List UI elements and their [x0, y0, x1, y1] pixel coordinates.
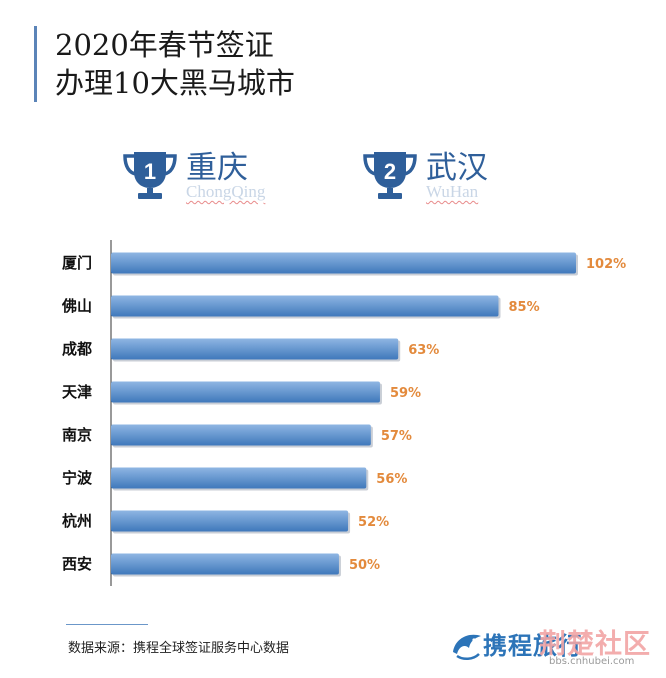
data-source: 数据来源：携程全球签证服务中心数据: [68, 641, 290, 656]
source-divider: [66, 624, 148, 625]
value-label: 57%: [381, 429, 412, 444]
bar: [111, 467, 367, 489]
title-block: 2020年春节签证 办理10大黑马城市: [34, 26, 295, 102]
bar: [111, 510, 349, 532]
trophy-rank: 2: [384, 159, 396, 184]
watermark-url: bbs.cnhubei.com: [549, 656, 635, 667]
bar-chart: 厦门 102% 佛山 85% 成都 63% 天津 59% 南京 57% 宁波 56% 杭州 52% 西安 50…: [61, 240, 626, 586]
trophy-icon: 1: [123, 152, 177, 199]
category-label: 天津: [62, 383, 92, 401]
title-line-1: 2020年春节签证: [55, 28, 274, 62]
value-label: 56%: [376, 472, 407, 487]
category-label: 厦门: [62, 254, 92, 272]
brand-name: 携程旅行: [483, 632, 583, 660]
value-label: 52%: [358, 515, 389, 530]
value-label: 50%: [349, 558, 380, 573]
bar: [111, 338, 399, 360]
top-city-pinyin: WuHan: [426, 182, 479, 201]
top-city-name: 武汉: [426, 150, 488, 186]
top-city-name: 重庆: [186, 150, 248, 186]
brand-logo: 携程旅行 荆楚社区 bbs.cnhubei.com: [447, 622, 662, 674]
watermark-text: 荆楚社区: [539, 629, 651, 660]
value-label: 59%: [390, 386, 421, 401]
value-label: 63%: [408, 343, 439, 358]
dolphin-icon: [453, 634, 481, 660]
value-label: 102%: [586, 257, 626, 272]
trophy-rank: 1: [144, 159, 156, 184]
bar: [111, 295, 499, 317]
bar: [111, 252, 576, 274]
category-label: 南京: [62, 426, 92, 444]
bar: [111, 424, 371, 446]
top-city-pinyin: ChongQing: [186, 182, 266, 201]
category-label: 佛山: [61, 297, 92, 315]
value-label: 85%: [509, 300, 540, 315]
title-line-2: 办理10大黑马城市: [55, 66, 295, 100]
bar: [111, 553, 339, 575]
trophy-icon: 2: [363, 152, 417, 199]
category-label: 成都: [62, 340, 92, 358]
category-label: 杭州: [62, 512, 92, 530]
category-label: 宁波: [62, 469, 93, 487]
category-label: 西安: [62, 555, 92, 573]
bar: [111, 381, 380, 403]
